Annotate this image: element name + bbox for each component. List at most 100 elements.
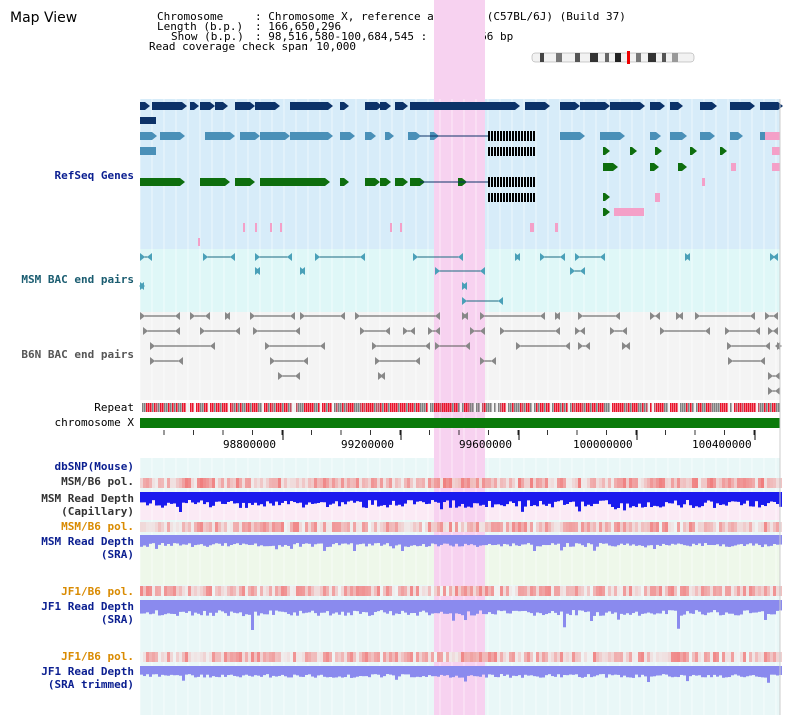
gene-exon [524,193,526,202]
gene-block [390,223,392,232]
msm-depth-sra-label[interactable]: MSM Read Depth (SRA) [41,535,134,561]
polymorphism-bin [647,522,650,532]
bac-end-marker [600,253,605,261]
polymorphism-bin [713,478,716,488]
read-depth-bar [455,600,458,614]
polymorphism-bin [272,478,275,488]
read-depth-bar [668,600,671,611]
polymorphism-bin [335,522,338,532]
polymorphism-bin [407,522,410,532]
gene-block [560,132,580,140]
read-depth-bar [308,535,311,544]
read-depth-bar [401,666,404,675]
gene-arrow [225,178,230,186]
gene-block [140,117,156,124]
jf1-depth-trim-label[interactable]: JF1 Read Depth (SRA trimmed) [41,665,134,691]
repeat-element [318,403,320,412]
repeat-element [380,403,382,412]
dbsnp-label[interactable]: dbSNP(Mouse) [54,460,134,473]
read-depth-bar [341,535,344,544]
read-depth-bar [440,535,443,545]
refseq-genes-label[interactable]: RefSeq Genes [54,169,134,182]
read-depth-bar [386,492,389,508]
read-depth-bar [290,535,293,549]
polymorphism-bin [365,522,368,532]
read-depth-bar [713,666,716,675]
read-depth-bar [605,600,608,613]
polymorphism-bin [155,522,158,532]
polymorphism-bin [428,522,431,532]
polymorphism-bin [212,478,215,488]
polymorphism-bin [590,478,593,488]
repeat-element [382,403,384,412]
polymorphism-bin [725,652,728,662]
polymorphism-bin [722,478,725,488]
read-depth-bar [536,666,539,677]
polymorphism-bin [158,586,161,596]
polymorphism-bin [464,522,467,532]
read-depth-bar [185,492,188,504]
bac-end-marker [200,327,205,335]
read-depth-bar [389,535,392,547]
repeat-element [498,403,500,412]
repeat-element [680,403,682,412]
read-depth-bar [323,666,326,677]
polymorphism-bin [149,652,152,662]
read-depth-bar [539,666,542,678]
repeat-element [738,403,740,412]
read-depth-bar [542,666,545,678]
jf1-depth-sra-label[interactable]: JF1 Read Depth (SRA) [41,600,134,626]
polymorphism-bin [518,586,521,596]
chromosome-ideogram[interactable] [531,51,695,64]
polymorphism-bin [344,478,347,488]
gene-exon [488,193,490,202]
polymorphism-bin [359,586,362,596]
polymorphism-bin [599,522,602,532]
read-depth-bar [350,600,353,616]
polymorphism-bin [713,586,716,596]
read-depth-bar [497,600,500,611]
polymorphism-bin [353,652,356,662]
read-depth-bar [464,492,467,508]
read-depth-bar [587,600,590,612]
polymorphism-bin [662,522,665,532]
read-depth-bar [167,535,170,544]
repeat-element [364,403,366,412]
read-depth-bar [398,666,401,677]
polymorphism-bin [167,586,170,596]
bac-end-marker [578,342,583,350]
polymorphism-bin [584,652,587,662]
polymorphism-bin [317,652,320,662]
read-depth-bar [515,600,518,611]
read-depth-bar [470,492,473,508]
read-depth-bar [179,600,182,612]
polymorphism-bin [308,652,311,662]
polymorphism-bin [251,478,254,488]
gene-block [243,223,245,232]
polymorphism-bin [581,652,584,662]
polymorphism-bin [713,652,716,662]
polymorphism-bin [575,522,578,532]
gene-block [400,223,402,232]
repeat-element [704,403,706,412]
msm-bac-label[interactable]: MSM BAC end pairs [21,273,134,286]
repeat-element [488,403,490,412]
repeat-element [482,403,484,412]
read-depth-bar [500,535,503,547]
read-depth-bar [422,600,425,611]
repeat-element [190,403,192,412]
bac-end-marker [255,253,260,261]
repeat-element [702,403,704,412]
gene-arrow [738,132,743,140]
b6n-bac-label[interactable]: B6N BAC end pairs [21,348,134,361]
read-depth-bar [464,666,467,682]
polymorphism-bin [515,522,518,532]
read-depth-bar [164,666,167,676]
repeat-element [508,403,510,412]
read-depth-bar [659,600,662,614]
polymorphism-bin [302,522,305,532]
repeat-element [530,403,532,412]
read-depth-bar [692,535,695,544]
